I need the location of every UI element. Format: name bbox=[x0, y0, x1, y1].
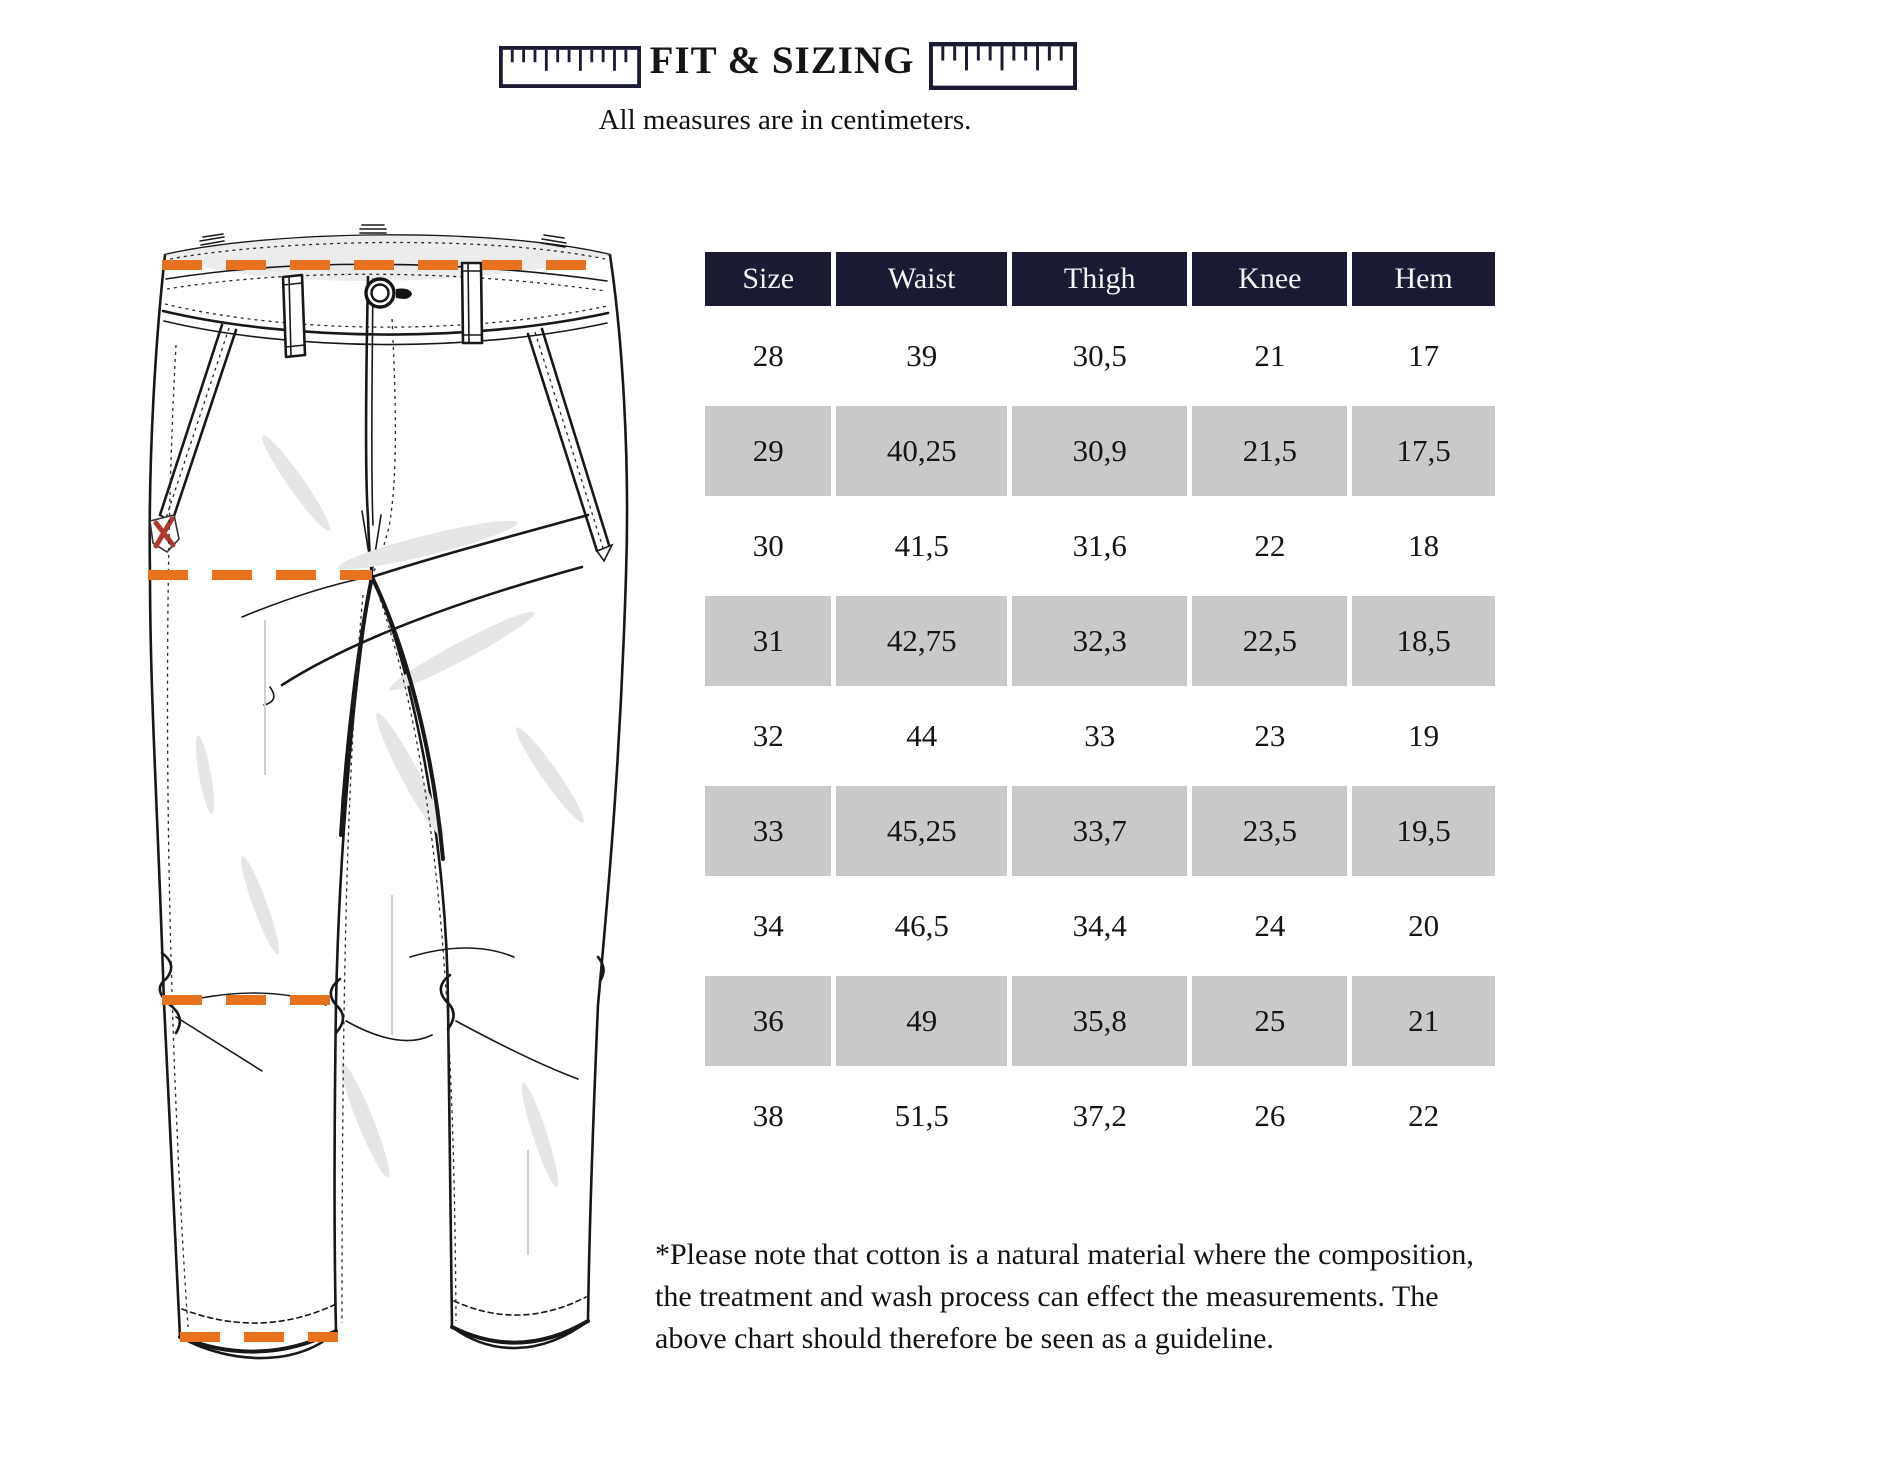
table-cell: 30,9 bbox=[1012, 406, 1188, 496]
table-row: 30 41,5 31,6 22 18 bbox=[705, 501, 1495, 591]
table-cell: 21,5 bbox=[1192, 406, 1348, 496]
table-cell: 31,6 bbox=[1012, 501, 1188, 591]
table-cell: 32,3 bbox=[1012, 596, 1188, 686]
table-cell: 19,5 bbox=[1352, 786, 1495, 876]
table-cell: 49 bbox=[836, 976, 1008, 1066]
column-header: Hem bbox=[1352, 252, 1495, 306]
table-cell: 51,5 bbox=[836, 1071, 1008, 1161]
table-row: 28 39 30,5 21 17 bbox=[705, 311, 1495, 401]
table-cell: 18 bbox=[1352, 501, 1495, 591]
column-header: Waist bbox=[836, 252, 1008, 306]
brand-patch bbox=[149, 514, 180, 554]
table-cell: 33,7 bbox=[1012, 786, 1188, 876]
table-cell: 34 bbox=[705, 881, 832, 971]
table-cell: 40,25 bbox=[836, 406, 1008, 496]
table-cell: 45,25 bbox=[836, 786, 1008, 876]
table-cell: 17 bbox=[1352, 311, 1495, 401]
table-row: 32 44 33 23 19 bbox=[705, 691, 1495, 781]
size-table-body: 28 39 30,5 21 17 29 40,25 30,9 21,5 17,5 30 41,5 31,… bbox=[705, 311, 1495, 1161]
button-icon bbox=[364, 277, 412, 309]
table-cell: 41,5 bbox=[836, 501, 1008, 591]
belt-loop bbox=[281, 273, 307, 359]
table-cell: 22 bbox=[1192, 501, 1348, 591]
table-cell: 33 bbox=[1012, 691, 1188, 781]
table-cell: 23,5 bbox=[1192, 786, 1348, 876]
column-header: Size bbox=[705, 252, 832, 306]
table-cell: 34,4 bbox=[1012, 881, 1188, 971]
trousers-diagram bbox=[110, 215, 640, 1405]
table-cell: 29 bbox=[705, 406, 832, 496]
table-cell: 23 bbox=[1192, 691, 1348, 781]
ruler-icon bbox=[929, 42, 1077, 90]
table-cell: 39 bbox=[836, 311, 1008, 401]
table-cell: 35,8 bbox=[1012, 976, 1188, 1066]
table-cell: 21 bbox=[1352, 976, 1495, 1066]
table-cell: 42,75 bbox=[836, 596, 1008, 686]
table-cell: 20 bbox=[1352, 881, 1495, 971]
table-cell: 22,5 bbox=[1192, 596, 1348, 686]
table-row: 38 51,5 37,2 26 22 bbox=[705, 1071, 1495, 1161]
table-row: 33 45,25 33,7 23,5 19,5 bbox=[705, 786, 1495, 876]
trousers-outline bbox=[148, 234, 629, 1360]
table-cell: 36 bbox=[705, 976, 832, 1066]
table-row: 34 46,5 34,4 24 20 bbox=[705, 881, 1495, 971]
ruler-icon bbox=[499, 46, 641, 88]
table-cell: 30,5 bbox=[1012, 311, 1188, 401]
table-cell: 19 bbox=[1352, 691, 1495, 781]
table-cell: 21 bbox=[1192, 311, 1348, 401]
table-cell: 33 bbox=[705, 786, 832, 876]
table-cell: 38 bbox=[705, 1071, 832, 1161]
page-title: FIT & SIZING bbox=[649, 39, 915, 82]
table-cell: 22 bbox=[1352, 1071, 1495, 1161]
table-row: 31 42,75 32,3 22,5 18,5 bbox=[705, 596, 1495, 686]
table-cell: 44 bbox=[836, 691, 1008, 781]
back-belt-loop-marks bbox=[199, 224, 567, 248]
table-row: 29 40,25 30,9 21,5 17,5 bbox=[705, 406, 1495, 496]
footnote: *Please note that cotton is a natural ma… bbox=[655, 1238, 1474, 1355]
table-cell: 46,5 bbox=[836, 881, 1008, 971]
units-note: All measures are in centimeters. bbox=[598, 104, 972, 136]
table-cell: 31 bbox=[705, 596, 832, 686]
size-table: Size Waist Thigh Knee Hem 28 39 30,5 21 17 29 40,2… bbox=[700, 247, 1500, 1166]
table-cell: 37,2 bbox=[1012, 1071, 1188, 1161]
table-cell: 17,5 bbox=[1352, 406, 1495, 496]
table-cell: 26 bbox=[1192, 1071, 1348, 1161]
table-header-row: Size Waist Thigh Knee Hem bbox=[705, 252, 1495, 306]
table-cell: 24 bbox=[1192, 881, 1348, 971]
table-cell: 30 bbox=[705, 501, 832, 591]
table-cell: 32 bbox=[705, 691, 832, 781]
table-cell: 25 bbox=[1192, 976, 1348, 1066]
column-header: Knee bbox=[1192, 252, 1348, 306]
table-cell: 18,5 bbox=[1352, 596, 1495, 686]
table-row: 36 49 35,8 25 21 bbox=[705, 976, 1495, 1066]
table-cell: 28 bbox=[705, 311, 832, 401]
belt-loop bbox=[460, 261, 484, 345]
column-header: Thigh bbox=[1012, 252, 1188, 306]
